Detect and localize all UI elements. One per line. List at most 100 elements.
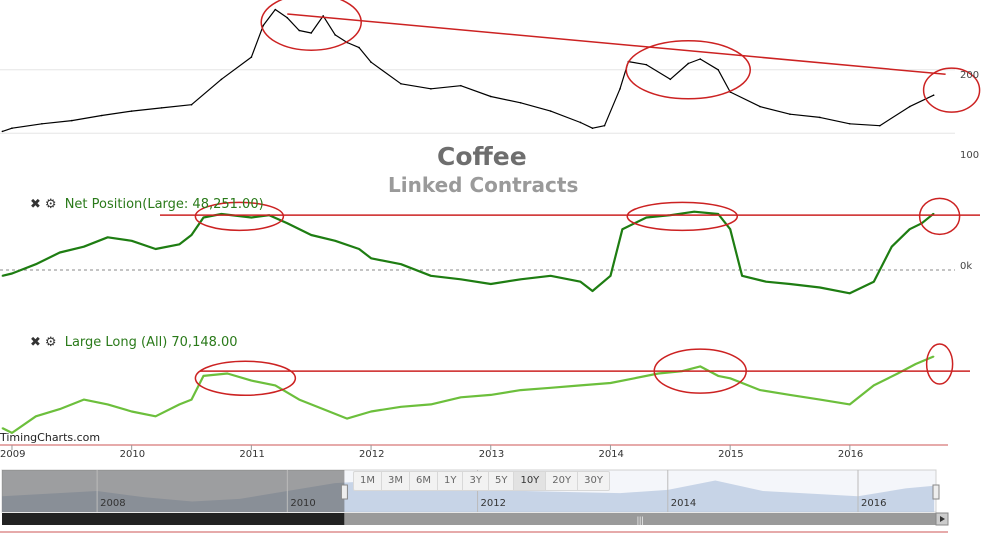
range-button-10y[interactable]: 10Y <box>514 472 547 490</box>
data-point <box>250 379 253 382</box>
data-point <box>717 213 719 215</box>
range-button-3y[interactable]: 3Y <box>463 472 489 490</box>
data-point <box>1 130 4 133</box>
net-position-label: Net Position(Large: 48,251.00) <box>64 197 264 212</box>
data-point <box>699 365 702 368</box>
close-icon[interactable]: ✖ <box>30 197 41 212</box>
data-point <box>819 116 821 119</box>
data-point <box>765 280 767 283</box>
data-point <box>489 95 492 98</box>
range-button-5y[interactable]: 5Y <box>489 472 515 490</box>
data-point <box>717 375 719 377</box>
data-point <box>878 124 881 127</box>
data-point <box>11 432 13 434</box>
data-point <box>729 377 731 380</box>
data-point <box>729 228 731 230</box>
chart-title: Coffee <box>437 142 527 171</box>
close-icon[interactable]: ✖ <box>30 335 41 350</box>
x-tick-label: 2012 <box>359 449 385 460</box>
data-point <box>519 278 522 281</box>
data-point <box>202 216 205 219</box>
navigator-tick-label: 2016 <box>861 498 887 509</box>
x-tick-label: 2013 <box>478 449 505 460</box>
data-point <box>35 263 37 265</box>
annotation-ellipse <box>653 348 747 394</box>
data-point <box>190 398 193 401</box>
data-point <box>621 228 624 230</box>
data-point <box>549 275 552 277</box>
data-point <box>178 243 181 246</box>
data-point <box>298 398 301 401</box>
data-point <box>872 384 875 387</box>
gear-icon[interactable]: ⚙ <box>44 335 57 350</box>
data-point <box>657 372 660 375</box>
large-long-header: ✖ ⚙ Large Long (All) 70,148.00 <box>30 335 238 350</box>
series-line-2 <box>1 355 935 434</box>
range-button-1y[interactable]: 1Y <box>438 472 464 490</box>
range-button-6m[interactable]: 6M <box>410 472 438 490</box>
data-point <box>819 286 821 289</box>
data-point <box>59 408 61 410</box>
data-point <box>370 61 372 63</box>
data-point <box>603 124 606 127</box>
navigator-tick-label: 2014 <box>670 498 697 509</box>
data-point <box>130 110 133 112</box>
data-point <box>400 263 402 265</box>
data-point <box>370 410 372 413</box>
annotation-ellipse <box>922 67 981 113</box>
data-point <box>11 272 13 275</box>
data-point <box>460 278 462 281</box>
data-point <box>130 410 133 413</box>
data-point <box>519 102 522 104</box>
data-point <box>699 58 702 60</box>
x-tick-label: 2010 <box>119 449 146 460</box>
data-point <box>322 408 324 410</box>
data-point <box>11 127 13 129</box>
data-point <box>741 275 743 277</box>
navigator-tick-label: 2010 <box>290 498 316 509</box>
range-button-20y[interactable]: 20Y <box>546 472 579 490</box>
data-point <box>932 94 935 96</box>
data-point <box>619 88 621 90</box>
data-point <box>346 417 348 420</box>
annotation-ellipse <box>626 201 739 232</box>
price-tick-200: 200 <box>960 70 980 81</box>
data-point <box>250 56 253 58</box>
data-point <box>693 210 696 213</box>
scrollbar-grip: ||| <box>637 515 644 525</box>
range-selector: 1M 3M 6M 1Y 3Y 5Y 10Y 20Y 30Y <box>353 471 610 491</box>
data-point <box>872 280 875 283</box>
annotation-ellipse <box>194 201 285 232</box>
data-point <box>932 355 935 358</box>
data-point <box>71 119 73 122</box>
range-button-30y[interactable]: 30Y <box>584 475 603 486</box>
data-point <box>154 248 157 250</box>
navigator-handle-right <box>932 484 940 500</box>
range-button-1m[interactable]: 1M <box>354 472 382 490</box>
data-point <box>106 403 109 406</box>
data-point <box>430 275 432 277</box>
data-point <box>286 222 289 225</box>
annotation-ellipse <box>260 0 362 51</box>
gear-icon[interactable]: ⚙ <box>44 197 57 212</box>
data-point <box>310 32 313 34</box>
annotation-ellipse <box>625 40 752 100</box>
data-point <box>579 384 582 387</box>
data-point <box>430 403 432 406</box>
data-point <box>322 15 324 17</box>
data-point <box>591 127 594 129</box>
data-point <box>400 405 402 408</box>
data-point <box>789 113 791 116</box>
x-tick-label: 2015 <box>718 449 744 460</box>
data-point <box>687 62 690 65</box>
data-point <box>430 88 432 90</box>
data-point <box>460 84 462 87</box>
data-point <box>358 46 360 49</box>
data-point <box>549 386 552 389</box>
data-point <box>645 63 648 66</box>
data-point <box>370 257 372 260</box>
data-point <box>908 105 911 108</box>
data-point <box>334 34 336 36</box>
range-button-3m[interactable]: 3M <box>382 472 410 490</box>
